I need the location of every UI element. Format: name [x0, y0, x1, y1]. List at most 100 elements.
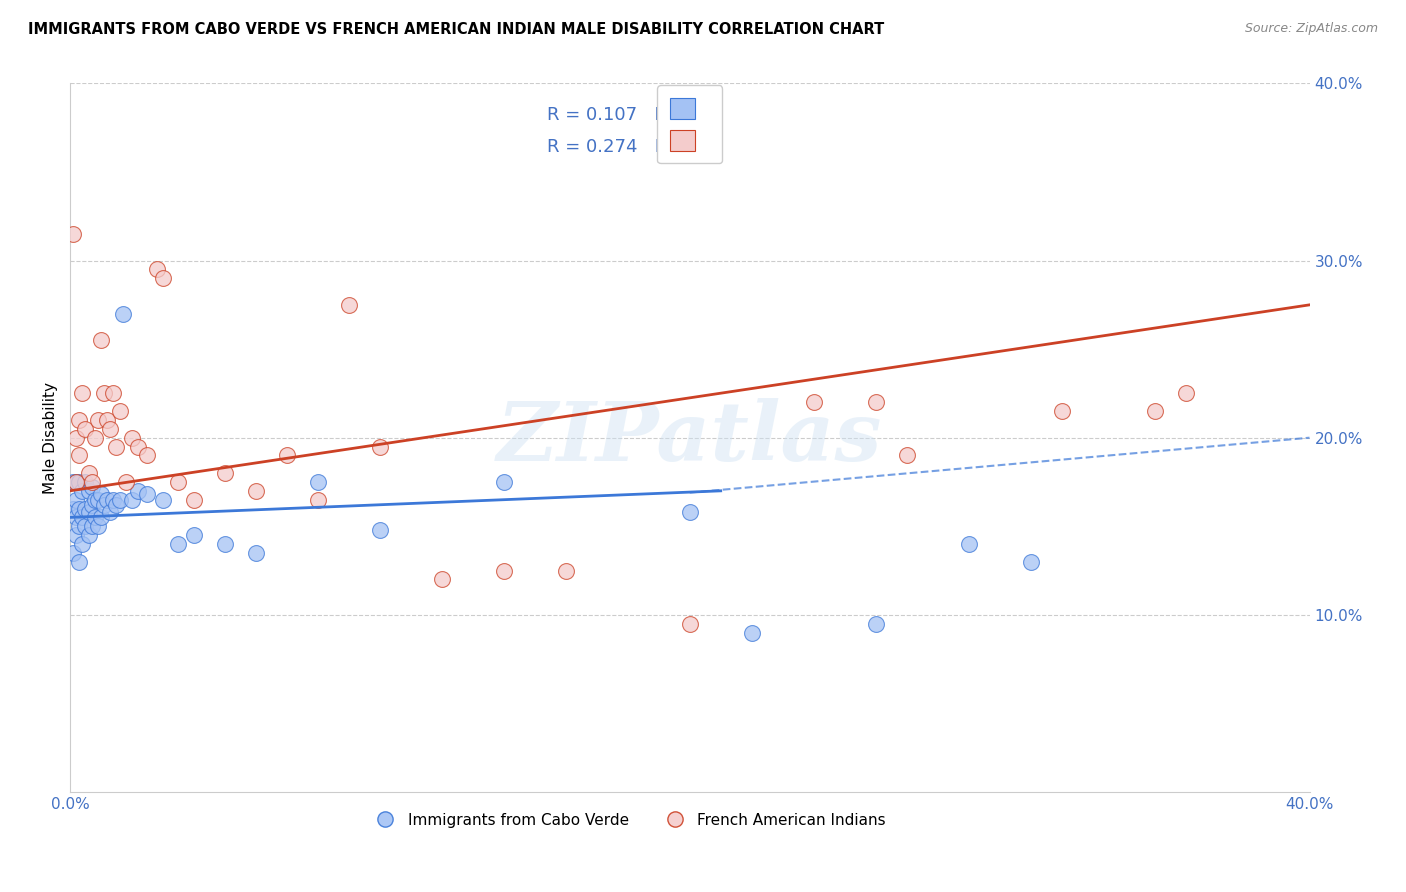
Point — [183, 528, 205, 542]
Point — [75, 422, 97, 436]
Point — [80, 498, 103, 512]
Point — [67, 519, 90, 533]
Point — [75, 475, 97, 489]
Point — [957, 537, 980, 551]
Point — [65, 475, 87, 489]
Point — [492, 475, 515, 489]
Point — [108, 492, 131, 507]
Point — [65, 475, 87, 489]
Point — [75, 519, 97, 533]
Point — [245, 546, 267, 560]
Point — [865, 395, 887, 409]
Point — [87, 492, 110, 507]
Point — [152, 271, 174, 285]
Point — [65, 528, 87, 542]
Point — [93, 498, 115, 512]
Point — [103, 492, 125, 507]
Point — [337, 298, 360, 312]
Point — [103, 386, 125, 401]
Y-axis label: Male Disability: Male Disability — [44, 382, 58, 493]
Point — [121, 492, 143, 507]
Point — [679, 616, 702, 631]
Point — [83, 510, 105, 524]
Point — [430, 573, 453, 587]
Point — [307, 492, 329, 507]
Point — [368, 440, 391, 454]
Point — [111, 307, 134, 321]
Point — [127, 440, 149, 454]
Text: IMMIGRANTS FROM CABO VERDE VS FRENCH AMERICAN INDIAN MALE DISABILITY CORRELATION: IMMIGRANTS FROM CABO VERDE VS FRENCH AME… — [28, 22, 884, 37]
Point — [865, 616, 887, 631]
Point — [679, 505, 702, 519]
Point — [80, 480, 103, 494]
Point — [77, 505, 100, 519]
Point — [72, 386, 94, 401]
Point — [114, 475, 136, 489]
Point — [245, 483, 267, 498]
Point — [276, 449, 298, 463]
Point — [214, 466, 236, 480]
Point — [803, 395, 825, 409]
Point — [1143, 404, 1166, 418]
Point — [93, 386, 115, 401]
Point — [67, 501, 90, 516]
Point — [77, 466, 100, 480]
Point — [67, 555, 90, 569]
Point — [72, 483, 94, 498]
Point — [62, 546, 84, 560]
Point — [83, 431, 105, 445]
Point — [90, 510, 112, 524]
Point — [307, 475, 329, 489]
Point — [554, 564, 576, 578]
Point — [183, 492, 205, 507]
Point — [1050, 404, 1073, 418]
Point — [90, 487, 112, 501]
Point — [65, 510, 87, 524]
Point — [62, 501, 84, 516]
Point — [136, 449, 159, 463]
Point — [121, 431, 143, 445]
Point — [87, 413, 110, 427]
Point — [67, 413, 90, 427]
Point — [96, 413, 118, 427]
Point — [67, 475, 90, 489]
Point — [167, 475, 190, 489]
Point — [77, 528, 100, 542]
Text: R = 0.107   N = 52: R = 0.107 N = 52 — [547, 106, 717, 124]
Legend: Immigrants from Cabo Verde, French American Indians: Immigrants from Cabo Verde, French Ameri… — [363, 806, 893, 834]
Point — [80, 519, 103, 533]
Point — [1019, 555, 1042, 569]
Point — [105, 440, 128, 454]
Point — [72, 510, 94, 524]
Point — [741, 625, 763, 640]
Point — [67, 449, 90, 463]
Point — [80, 475, 103, 489]
Text: Source: ZipAtlas.com: Source: ZipAtlas.com — [1244, 22, 1378, 36]
Point — [152, 492, 174, 507]
Point — [87, 519, 110, 533]
Point — [72, 537, 94, 551]
Text: R = 0.274   N = 42: R = 0.274 N = 42 — [547, 138, 718, 156]
Point — [896, 449, 918, 463]
Point — [62, 227, 84, 241]
Point — [214, 537, 236, 551]
Point — [492, 564, 515, 578]
Point — [62, 475, 84, 489]
Point — [167, 537, 190, 551]
Point — [65, 492, 87, 507]
Point — [1174, 386, 1197, 401]
Point — [96, 492, 118, 507]
Point — [98, 505, 121, 519]
Point — [65, 431, 87, 445]
Point — [90, 333, 112, 347]
Point — [75, 501, 97, 516]
Point — [136, 487, 159, 501]
Point — [77, 483, 100, 498]
Text: ZIPatlas: ZIPatlas — [496, 398, 883, 478]
Point — [108, 404, 131, 418]
Point — [98, 422, 121, 436]
Point — [368, 523, 391, 537]
Point — [83, 492, 105, 507]
Point — [105, 498, 128, 512]
Point — [145, 262, 167, 277]
